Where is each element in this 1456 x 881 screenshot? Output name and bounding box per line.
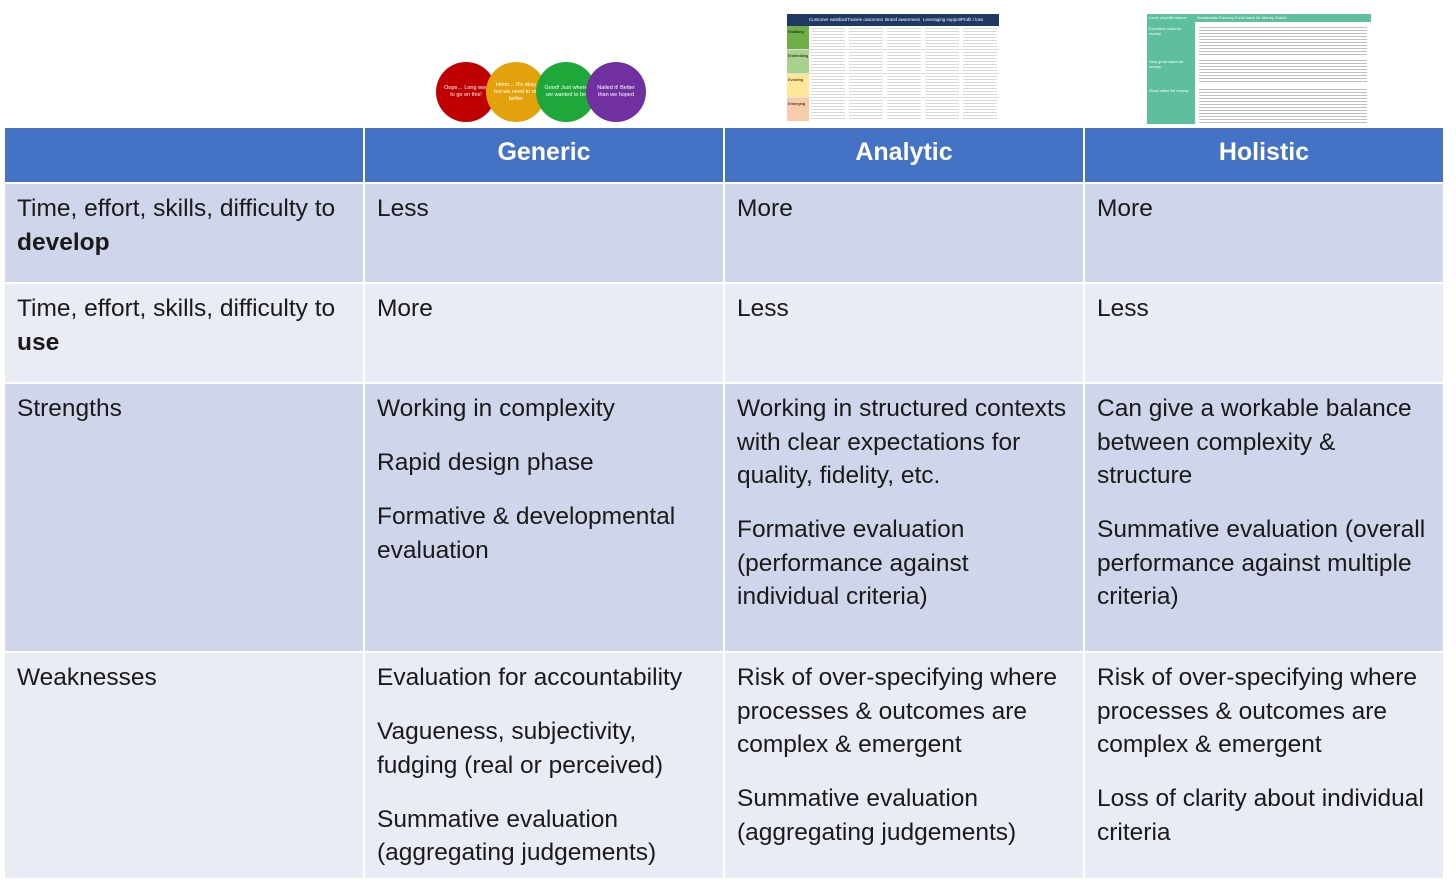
cell-strengths-holistic: Can give a workable balance between comp… [1085, 384, 1443, 651]
row-label-strengths: Strengths [5, 384, 363, 651]
rubric-criterion-header: Brand awareness [885, 17, 921, 22]
rubric-level-row: Enabling [787, 26, 999, 50]
rubric-level-row: Evolving [787, 74, 999, 98]
holistic-header-title: Sustainable Farming Fund Value for Money… [1197, 15, 1287, 20]
row-label-use: Time, effort, skills, difficulty to use [5, 284, 363, 382]
cell-use-generic: More [365, 284, 723, 382]
rubric-level-label: Embedding [787, 50, 809, 73]
holistic-level-label: Very good value for money [1149, 59, 1184, 69]
holistic-rubric-thumbnail: Level of performance Sustainable Farming… [1147, 14, 1371, 124]
rubric-criterion-header: Leveraging support [923, 17, 961, 22]
rubric-criterion-header: Customer satisfaction [809, 17, 847, 22]
rubric-level-row: Emerging [787, 98, 999, 121]
cell-weaknesses-holistic: Risk of over-specifying where processes … [1085, 653, 1443, 878]
holistic-level-label: Good value for money [1149, 88, 1189, 93]
holistic-header-bar [1195, 14, 1371, 22]
holistic-level-column [1147, 14, 1195, 124]
rubric-comparison-table: Generic Analytic Holistic Time, effort, … [5, 128, 1443, 878]
holistic-level-label: Excellent value for money [1149, 26, 1182, 36]
rubric-criterion-header: Trainee outcomes [847, 17, 883, 22]
analytic-rubric-thumbnail: Customer satisfaction Trainee outcomes B… [787, 14, 999, 121]
cell-strengths-analytic: Working in structured contexts with clea… [725, 384, 1083, 651]
rubric-level-row: Embedding [787, 50, 999, 74]
rubric-header-row: Customer satisfaction Trainee outcomes B… [787, 14, 999, 26]
traffic-light-rating-image: Oops… Long way to go on this! Hmm… It's … [436, 62, 648, 124]
cell-use-holistic: Less [1085, 284, 1443, 382]
cell-develop-generic: Less [365, 184, 723, 282]
cell-develop-holistic: More [1085, 184, 1443, 282]
header-cell-empty [5, 128, 363, 182]
cell-use-analytic: Less [725, 284, 1083, 382]
cell-weaknesses-analytic: Risk of over-specifying where processes … [725, 653, 1083, 878]
rubric-criterion-header: Profit / loss [961, 17, 984, 22]
holistic-header-label: Level of performance [1149, 15, 1187, 20]
header-cell-holistic: Holistic [1085, 128, 1443, 182]
header-cell-generic: Generic [365, 128, 723, 182]
row-label-weaknesses: Weaknesses [5, 653, 363, 878]
cell-develop-analytic: More [725, 184, 1083, 282]
rubric-level-label: Emerging [787, 98, 809, 121]
rubric-level-label: Enabling [787, 26, 809, 49]
rubric-level-label: Evolving [787, 74, 809, 97]
row-label-develop: Time, effort, skills, difficulty to deve… [5, 184, 363, 282]
cell-weaknesses-generic: Evaluation for accountability Vagueness,… [365, 653, 723, 878]
header-cell-analytic: Analytic [725, 128, 1083, 182]
rating-circle-purple: Nailed it! Better than we hoped [586, 62, 646, 122]
cell-strengths-generic: Working in complexity Rapid design phase… [365, 384, 723, 651]
